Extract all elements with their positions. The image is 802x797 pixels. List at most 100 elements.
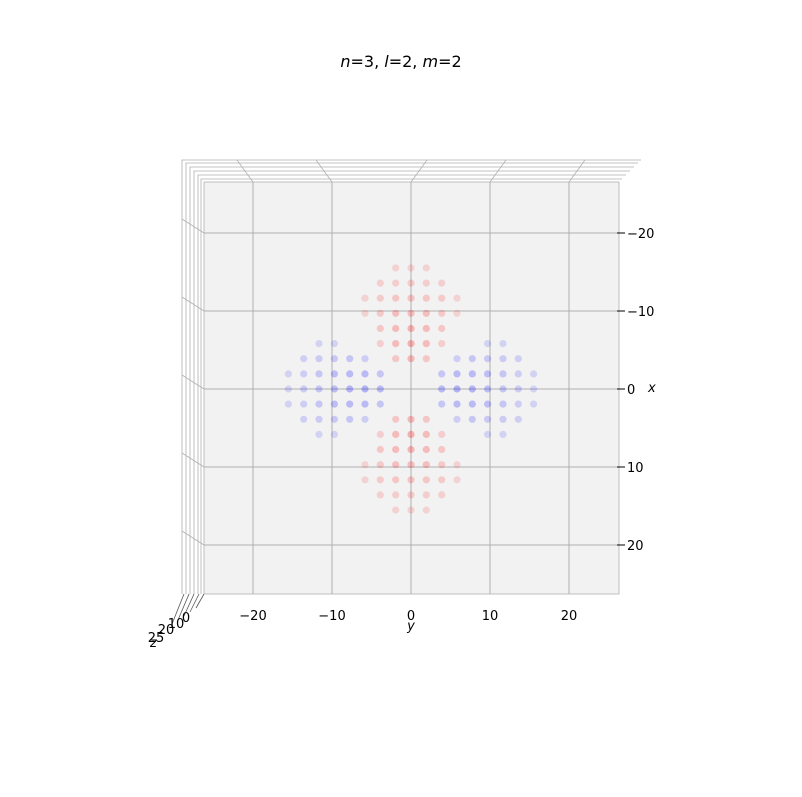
z-axis-stub [195, 593, 205, 609]
negative-lobe-point [484, 385, 492, 393]
negative-lobe-point [484, 430, 492, 438]
positive-lobe-point [407, 294, 415, 302]
back-pane-edge [181, 159, 641, 594]
positive-lobe-point [422, 309, 430, 317]
negative-lobe-point [499, 415, 507, 423]
positive-lobe-point [376, 340, 384, 348]
negative-lobe-point [453, 400, 461, 408]
back-pane-edge [193, 170, 630, 594]
y-tick-label: 10 [482, 609, 499, 624]
depth-line [236, 159, 254, 183]
negative-lobe-point [499, 355, 507, 363]
negative-lobe-point [361, 385, 369, 393]
depth-line [410, 159, 428, 183]
positive-lobe-point [407, 264, 415, 272]
positive-lobe-point [422, 445, 430, 454]
positive-lobe-point [361, 294, 369, 302]
positive-lobe-point [453, 294, 461, 302]
positive-lobe-point [438, 340, 446, 348]
positive-lobe-point [392, 506, 400, 514]
y-tick-label: −10 [318, 609, 345, 624]
negative-lobe-point [315, 355, 323, 363]
y-tick-label: 0 [407, 609, 415, 624]
negative-lobe-point [499, 385, 507, 393]
negative-lobe-point [361, 415, 369, 423]
negative-lobe-point [514, 385, 522, 393]
negative-lobe-point [315, 370, 323, 378]
negative-lobe-point [453, 355, 461, 363]
negative-lobe-point [438, 370, 446, 378]
positive-lobe-point [392, 415, 400, 423]
negative-lobe-point [330, 400, 338, 408]
positive-lobe-point [422, 430, 430, 438]
negative-lobe-point [468, 400, 476, 408]
positive-lobe-point [422, 415, 430, 423]
positive-lobe-point [376, 294, 384, 302]
negative-lobe-point [468, 355, 476, 363]
positive-lobe-point [438, 324, 446, 333]
axes-frame [171, 159, 641, 625]
z-axis-stub [177, 593, 190, 621]
negative-lobe-point [453, 370, 461, 378]
positive-lobe-point [392, 294, 400, 302]
negative-lobe-point [361, 400, 369, 408]
back-pane-edge [200, 178, 622, 594]
negative-lobe-point [300, 355, 308, 363]
positive-lobe-point [453, 461, 461, 469]
x-tick-label: −20 [627, 227, 654, 242]
positive-lobe-point [407, 340, 415, 348]
negative-lobe-point [346, 400, 354, 408]
negative-lobe-point [300, 370, 308, 378]
positive-lobe-point [407, 506, 415, 514]
positive-lobe-point [438, 279, 446, 287]
z-axis-label: z [149, 636, 158, 651]
negative-lobe-point [284, 370, 292, 378]
negative-lobe-point [330, 370, 338, 378]
depth-line [181, 530, 205, 546]
negative-lobe-point [484, 355, 492, 363]
z-axis-stub [183, 593, 195, 617]
positive-lobe-point [407, 491, 415, 499]
positive-lobe-point [392, 430, 400, 438]
negative-lobe-point [499, 370, 507, 378]
negative-lobe-point [468, 370, 476, 378]
negative-lobe-point [484, 415, 492, 423]
negative-lobe-point [484, 400, 492, 408]
z-axis-stub [189, 593, 200, 613]
negative-lobe-point [346, 385, 354, 393]
negative-lobe-point [300, 385, 308, 393]
positive-lobe-point [407, 476, 415, 484]
positive-lobe-point [407, 415, 415, 423]
positive-lobe-point [422, 355, 430, 363]
negative-lobe-point [530, 370, 538, 378]
y-tick-label: −20 [239, 609, 266, 624]
negative-lobe-point [514, 400, 522, 408]
negative-lobe-point [438, 400, 446, 408]
gridlines [204, 182, 625, 594]
positive-lobe-point [422, 324, 430, 333]
negative-lobe-point [315, 340, 323, 348]
negative-lobe-point [330, 355, 338, 363]
depth-line [181, 452, 205, 468]
y-tick-label: 20 [561, 609, 578, 624]
positive-lobe-point [376, 430, 384, 438]
x-tick-label: 20 [627, 539, 644, 554]
positive-lobe-point [392, 445, 400, 454]
positive-lobe-point [438, 491, 446, 499]
positive-lobe-point [438, 461, 446, 469]
z-tick-label: 25 [148, 631, 165, 646]
y-axis-label: y [406, 619, 415, 634]
z-tick-label: 20 [158, 623, 175, 638]
negative-lobe-point [376, 400, 384, 408]
negative-lobe-point [300, 415, 308, 423]
positive-lobe-point [361, 476, 369, 484]
depth-line [181, 218, 205, 234]
positive-lobe-point [453, 309, 461, 317]
negative-lobe-point [315, 415, 323, 423]
positive-lobe-point [392, 264, 400, 272]
positive-lobe-point [422, 264, 430, 272]
negative-lobe-point [330, 430, 338, 438]
positive-lobe-point [422, 461, 430, 469]
